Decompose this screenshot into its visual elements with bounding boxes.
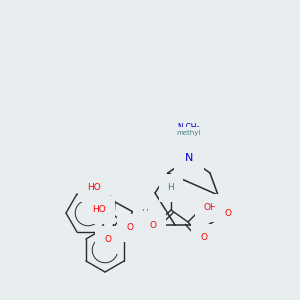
Text: H: H — [168, 184, 174, 193]
Text: N-CH₃: N-CH₃ — [178, 123, 200, 132]
Text: O: O — [127, 224, 134, 232]
Text: OH: OH — [204, 203, 218, 212]
Text: methyl: methyl — [177, 130, 201, 136]
Text: HO: HO — [87, 184, 101, 193]
Text: methyl: methyl — [178, 134, 200, 139]
Text: HO: HO — [92, 206, 106, 214]
Text: O: O — [104, 236, 112, 244]
Text: O: O — [149, 220, 157, 230]
Text: N: N — [185, 153, 193, 163]
Text: O: O — [200, 233, 208, 242]
Text: O: O — [224, 208, 232, 217]
Text: H: H — [142, 208, 148, 217]
